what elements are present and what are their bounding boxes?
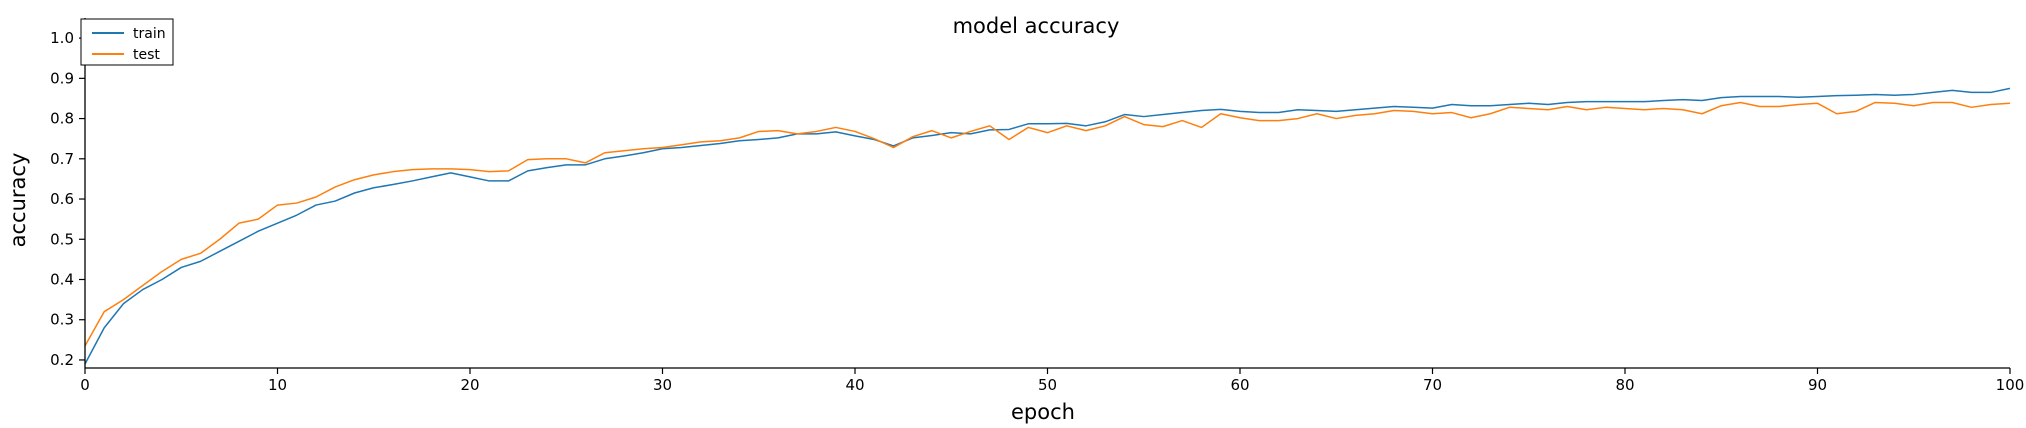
- legend-label-train: train: [133, 26, 166, 42]
- y-tick-label: 1.0: [50, 29, 74, 47]
- y-tick-label: 0.2: [50, 351, 74, 369]
- x-tick-label: 60: [1230, 376, 1249, 394]
- x-axis-label: epoch: [1011, 400, 1075, 424]
- y-tick-label: 0.7: [50, 150, 74, 168]
- x-tick-label: 80: [1615, 376, 1634, 394]
- x-tick-label: 30: [653, 376, 672, 394]
- y-axis-label: accuracy: [6, 153, 30, 248]
- series-line-test: [84, 101, 2011, 347]
- y-tick-label: 0.5: [50, 230, 74, 248]
- x-tick-label: 50: [1038, 376, 1057, 394]
- chart-title: model accuracy: [953, 14, 1120, 38]
- legend: train test: [80, 18, 174, 66]
- y-tick-label: 0.9: [50, 69, 74, 87]
- x-tick-label: 90: [1808, 376, 1827, 394]
- x-tick-label: 100: [1996, 376, 2025, 394]
- series-line-train: [84, 87, 2011, 365]
- y-ticks: 0.2 0.3 0.4 0.5 0.6 0.7 0.8 0.9 1.0: [50, 29, 85, 369]
- plot-area: 0.2 0.3 0.4 0.5 0.6 0.7 0.8 0.9 1.0 0 10 20 30 40 50 6…: [50, 18, 2024, 394]
- x-tick-label: 0: [80, 376, 90, 394]
- legend-frame: [80, 18, 174, 66]
- x-tick-label: 70: [1423, 376, 1442, 394]
- y-tick-label: 0.6: [50, 190, 74, 208]
- y-tick-label: 0.3: [50, 311, 74, 329]
- y-tick-label: 0.4: [50, 270, 74, 288]
- x-tick-label: 10: [268, 376, 287, 394]
- y-tick-label: 0.8: [50, 110, 74, 128]
- x-ticks: 0 10 20 30 40 50 60 70 80 90 100: [80, 368, 2024, 394]
- series-layer: [84, 87, 2011, 365]
- legend-label-test: test: [133, 47, 160, 63]
- x-tick-label: 20: [460, 376, 479, 394]
- x-tick-label: 40: [845, 376, 864, 394]
